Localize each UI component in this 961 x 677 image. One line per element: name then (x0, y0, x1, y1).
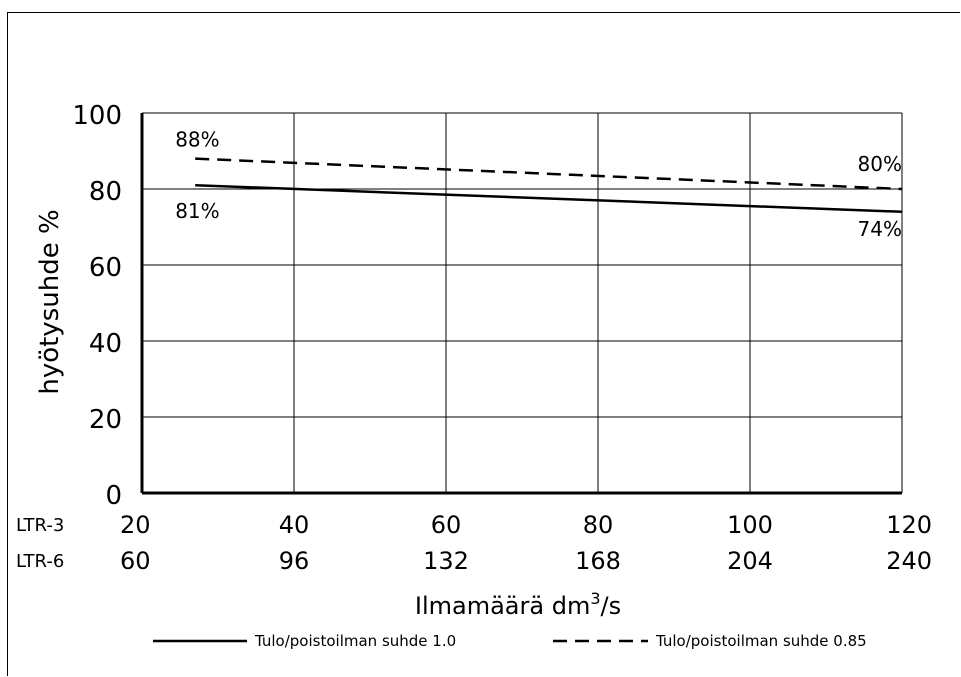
y-axis-title: hyötysuhde % (35, 209, 65, 394)
data-label: 81% (175, 199, 219, 223)
x-tick-label: 120 (886, 511, 932, 539)
x-tick-label: 168 (575, 547, 621, 575)
x-axis-title-suffix: /s (601, 592, 622, 620)
x-tick-labels: LTR-3 20 40 60 80 100 120 LTR-6 60 96 132 168 204 240 (16, 511, 932, 575)
x-axis-name: LTR-3 (16, 515, 64, 536)
series-solid-line (195, 183, 903, 214)
x-tick-label: 80 (583, 511, 614, 539)
x-tick-label: 20 (120, 511, 151, 539)
x-axis-title-main: Ilmamäärä dm (415, 592, 590, 620)
x-axis-title-sup: 3 (590, 589, 600, 608)
x-axis-name: LTR-6 (16, 551, 64, 572)
x-tick-label: 40 (279, 511, 310, 539)
axes (140, 113, 902, 495)
legend-dashed-label: Tulo/poistoilman suhde 0.85 (655, 632, 867, 650)
y-tick-label: 80 (89, 177, 122, 207)
y-tick-label: 0 (105, 481, 122, 511)
series-lines (195, 157, 903, 214)
legend: Tulo/poistoilman suhde 1.0 Tulo/poistoil… (153, 632, 867, 650)
x-tick-label: 204 (727, 547, 773, 575)
chart-frame (7, 12, 960, 676)
data-labels: 81% 74% 88% 80% (175, 128, 902, 241)
y-tick-label: 40 (89, 329, 122, 359)
series-dashed-line (195, 157, 903, 191)
x-tick-label: 60 (120, 547, 151, 575)
y-tick-labels: 0 20 40 60 80 100 (72, 101, 122, 511)
legend-solid-label: Tulo/poistoilman suhde 1.0 (254, 632, 456, 650)
x-tick-label: 100 (727, 511, 773, 539)
x-tick-label: 132 (423, 547, 469, 575)
data-label: 74% (858, 217, 902, 241)
data-label: 80% (858, 152, 902, 176)
x-tick-label: 240 (886, 547, 932, 575)
x-tick-label: 96 (279, 547, 310, 575)
grid (142, 112, 903, 493)
x-axis-title: Ilmamäärä dm3/s (415, 589, 621, 620)
y-tick-label: 60 (89, 253, 122, 283)
data-label: 88% (175, 128, 219, 152)
x-tick-label: 60 (431, 511, 462, 539)
y-tick-label: 20 (89, 405, 122, 435)
y-tick-label: 100 (72, 101, 122, 131)
